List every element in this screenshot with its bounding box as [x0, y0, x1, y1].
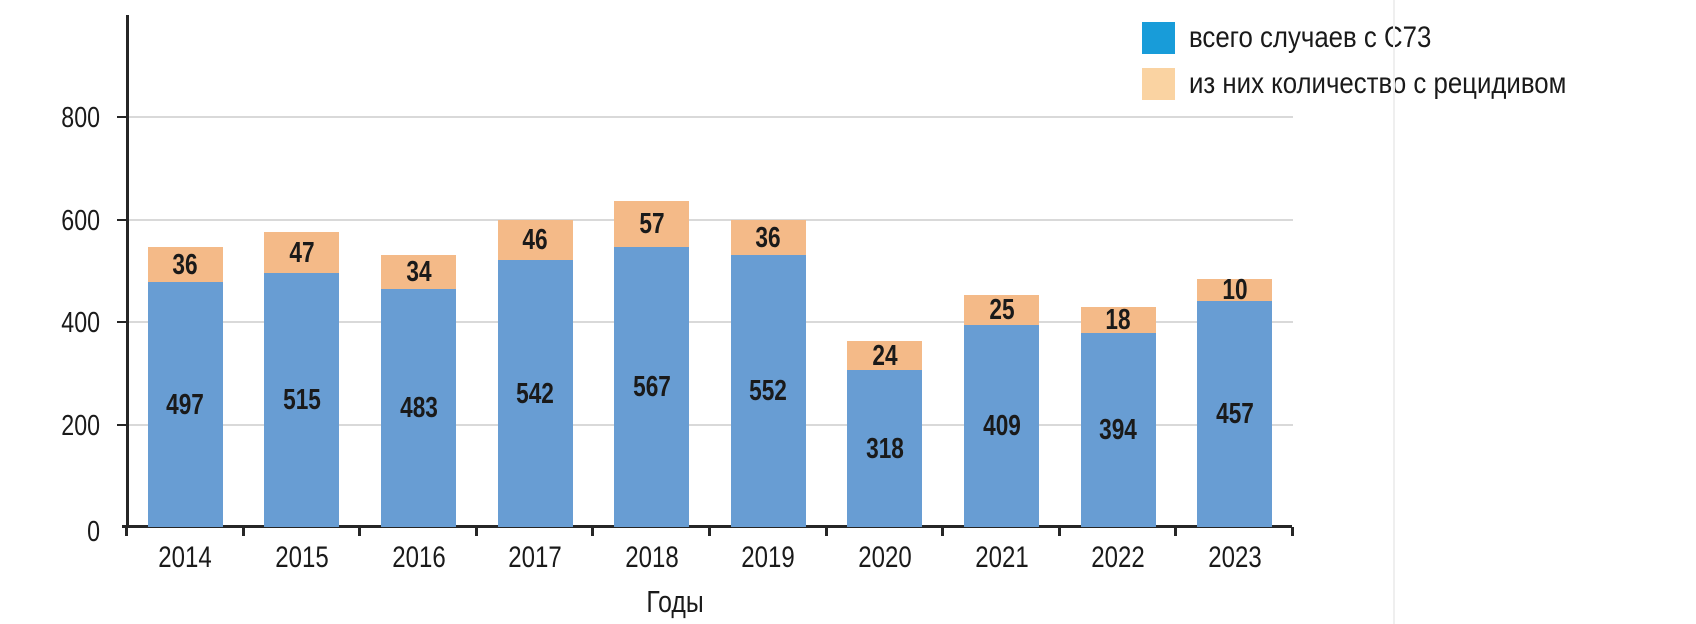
bar-2015-total-segment: [264, 273, 339, 527]
x-tick-label-2019: 2019: [741, 541, 795, 574]
gridline-600: [127, 219, 1293, 221]
x-tick-7: [941, 527, 944, 536]
bar-2021-total-value: 409: [983, 410, 1021, 442]
bar-2015-total-value: 515: [283, 384, 321, 416]
x-tick-8: [1058, 527, 1061, 536]
bar-2017-total-value: 542: [516, 378, 554, 410]
bar-2018-recurrence-value: 57: [639, 208, 665, 240]
x-tick-1: [242, 527, 245, 536]
gridline-400: [127, 321, 1293, 323]
bar-2021-total-segment: [964, 325, 1039, 527]
gridline-800: [127, 116, 1293, 118]
bar-2023-recurrence-segment: [1197, 279, 1272, 301]
bar-2019-recurrence-segment: [731, 220, 806, 255]
x-tick-label-2021: 2021: [975, 541, 1029, 574]
x-tick-3: [475, 527, 478, 536]
legend-label-total-cases: всего случаев с C73: [1189, 21, 1432, 54]
x-tick-4: [591, 527, 594, 536]
y-tick-200: [117, 424, 127, 426]
bar-2020-recurrence-segment: [847, 341, 922, 370]
bar-2017-recurrence-value: 46: [522, 224, 548, 256]
x-tick-label-2016: 2016: [392, 541, 446, 574]
x-tick-label-2020: 2020: [858, 541, 912, 574]
bar-2015-recurrence-segment: [264, 232, 339, 273]
bar-2016-total-segment: [381, 289, 456, 527]
bar-2022-total-segment: [1081, 333, 1156, 527]
y-tick-600: [117, 219, 127, 221]
bar-2020-recurrence-value: 24: [872, 340, 898, 372]
bar-2023-recurrence-value: 10: [1222, 274, 1248, 306]
legend-swatch-recurrence: [1142, 68, 1175, 100]
bar-2016-recurrence-value: 34: [406, 256, 432, 288]
bar-2018-recurrence-segment: [614, 201, 689, 247]
x-tick-label-2023: 2023: [1208, 541, 1262, 574]
bar-2019-recurrence-value: 36: [755, 222, 781, 254]
x-tick-label-2017: 2017: [508, 541, 562, 574]
bar-2022-total-value: 394: [1099, 414, 1137, 446]
y-tick-800: [117, 116, 127, 118]
x-tick-label-2022: 2022: [1091, 541, 1145, 574]
page-boundary-line: [1393, 0, 1395, 624]
y-tick-label-200: 200: [61, 410, 100, 442]
bar-2023-total-value: 457: [1216, 398, 1254, 430]
bar-2014-total-value: 497: [166, 389, 204, 421]
x-axis-line: [122, 525, 1292, 528]
bar-2018-total-segment: [614, 247, 689, 527]
bar-2017-recurrence-segment: [498, 220, 573, 260]
y-tick-label-800: 800: [61, 102, 100, 134]
x-axis-title: Годы: [646, 584, 704, 619]
y-tick-label-400: 400: [61, 307, 100, 339]
bar-2023-total-segment: [1197, 301, 1272, 527]
bar-2021-recurrence-segment: [964, 295, 1039, 325]
legend-swatch-total-cases: [1142, 22, 1175, 54]
bar-2019-total-segment: [731, 255, 806, 527]
y-tick-label-0: 0: [87, 516, 100, 548]
x-tick-label-2018: 2018: [625, 541, 679, 574]
x-tick-5: [708, 527, 711, 536]
y-tick-label-600: 600: [61, 205, 100, 237]
x-tick-label-2015: 2015: [275, 541, 329, 574]
legend-item-recurrence: из них количество с рецидивом: [1142, 68, 1628, 100]
bar-2014-recurrence-value: 36: [172, 249, 198, 281]
bar-2022-recurrence-value: 18: [1105, 304, 1131, 336]
legend-label-recurrence: из них количество с рецидивом: [1189, 67, 1567, 100]
bar-2022-recurrence-segment: [1081, 307, 1156, 333]
y-tick-400: [117, 321, 127, 323]
x-tick-2: [358, 527, 361, 536]
bar-2016-recurrence-segment: [381, 255, 456, 289]
bar-2014-total-segment: [148, 282, 223, 527]
bar-2020-total-segment: [847, 370, 922, 527]
bar-2018-total-value: 567: [633, 371, 671, 403]
bar-2017-total-segment: [498, 260, 573, 527]
bar-2014-recurrence-segment: [148, 247, 223, 282]
bar-2021-recurrence-value: 25: [989, 294, 1015, 326]
x-tick-10: [1291, 527, 1294, 536]
bar-2015-recurrence-value: 47: [289, 237, 315, 269]
bar-2020-total-value: 318: [866, 433, 904, 465]
bar-2019-total-value: 552: [749, 375, 787, 407]
chart-legend: всего случаев с C73 из них количество с …: [1142, 22, 1628, 100]
y-axis-line: [126, 15, 129, 528]
legend-item-total-cases: всего случаев с C73: [1142, 22, 1628, 54]
gridline-200: [127, 424, 1293, 426]
x-tick-9: [1174, 527, 1177, 536]
bar-2016-total-value: 483: [400, 392, 438, 424]
x-tick-label-2014: 2014: [158, 541, 212, 574]
x-tick-6: [825, 527, 828, 536]
x-tick-0: [125, 527, 128, 536]
